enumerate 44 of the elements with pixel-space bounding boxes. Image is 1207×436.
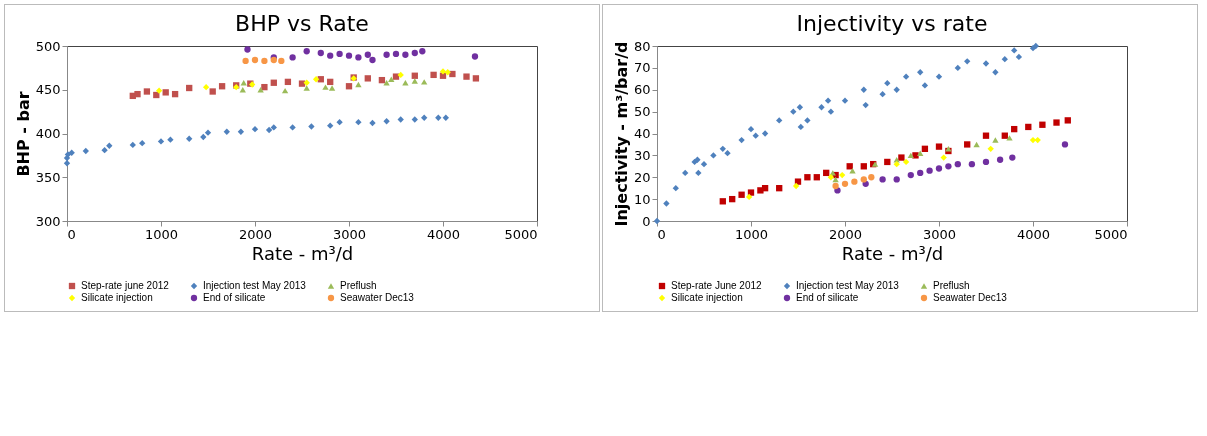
x-tick-label: 1000: [144, 226, 179, 242]
x-tick-label: 2000: [238, 226, 273, 242]
x-tick-label: 2000: [828, 226, 863, 242]
y-tick-label: 80: [633, 38, 651, 54]
y-axis-title: Injectivity - m³/bar/d: [611, 41, 631, 227]
legend-label: Step-rate june 2012: [81, 280, 170, 291]
legend-label: Seawater Dec13: [340, 292, 415, 303]
legend-label: Injection test May 2013: [796, 280, 900, 291]
legend-label: End of silicate: [203, 292, 266, 303]
y-tick-label: 40: [633, 126, 651, 141]
y-tick-label: 30: [633, 147, 651, 163]
legend-label: Step-rate June 2012: [671, 280, 763, 291]
x-tick-label: 5000: [504, 226, 538, 242]
y-tick-label: 50: [633, 104, 651, 120]
legend-label: Silicate injection: [671, 292, 743, 303]
x-tick-label: 0: [67, 226, 76, 242]
y-tick-label: 300: [35, 213, 61, 229]
x-axis-title: Rate - m³/d: [251, 242, 354, 264]
legend-label: Preflush: [340, 280, 377, 291]
y-tick-label: 500: [35, 38, 61, 54]
chart-title: BHP vs Rate: [235, 11, 369, 36]
y-axis-title: BHP - bar: [13, 91, 33, 177]
y-tick-label: 70: [633, 60, 651, 76]
x-axis-title: Rate - m³/d: [841, 242, 944, 264]
legend-label: Preflush: [933, 280, 970, 291]
x-tick-label: 4000: [426, 226, 461, 242]
y-tick-label: 60: [633, 82, 651, 98]
y-tick-label: 450: [35, 82, 61, 98]
x-tick-label: 3000: [922, 226, 957, 242]
x-tick-label: 4000: [1016, 226, 1051, 242]
chart-title: Injectivity vs rate: [796, 11, 988, 36]
y-tick-label: 10: [633, 191, 651, 207]
x-tick-label: 1000: [734, 226, 769, 242]
x-tick-label: 3000: [332, 226, 367, 242]
x-tick-label: 0: [657, 226, 666, 242]
legend-label: End of silicate: [796, 292, 859, 303]
y-tick-label: 350: [35, 169, 61, 185]
legend-label: Seawater Dec13: [933, 292, 1008, 303]
y-tick-label: 0: [642, 213, 651, 229]
x-tick-label: 5000: [1094, 226, 1128, 242]
legend-label: Injection test May 2013: [203, 280, 307, 291]
y-tick-label: 20: [633, 169, 651, 185]
y-tick-label: 400: [35, 126, 61, 141]
legend-label: Silicate injection: [81, 292, 153, 303]
